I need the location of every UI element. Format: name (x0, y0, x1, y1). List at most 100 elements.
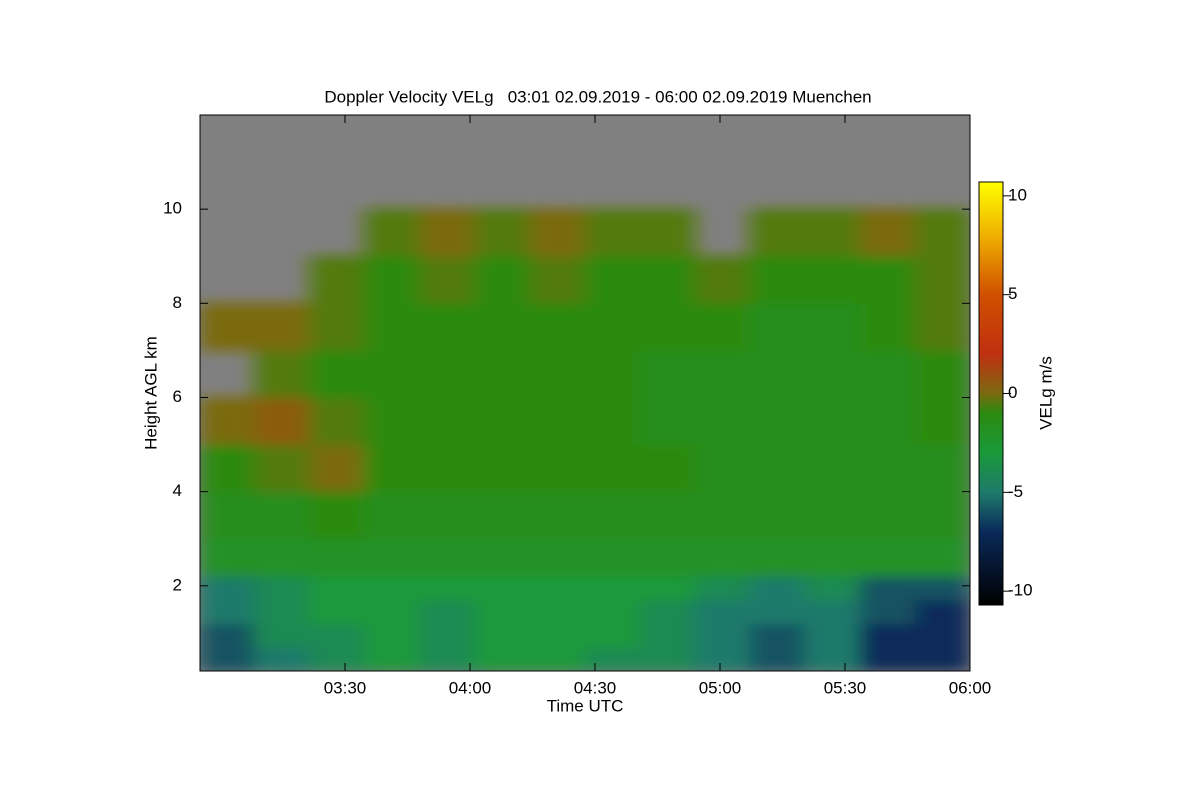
heatmap-cell (584, 646, 641, 671)
heatmap-cell (309, 444, 366, 493)
y-tick-label: 4 (173, 481, 182, 500)
colorbar-tick-label: -10 (1008, 581, 1033, 600)
heatmap-cell (859, 599, 916, 624)
heatmap-cell (200, 646, 256, 671)
heatmap-cell (694, 302, 751, 351)
heatmap-cell (584, 575, 641, 601)
heatmap-cell (364, 538, 421, 577)
heatmap-cell (529, 622, 586, 648)
heatmap-cell (200, 575, 256, 601)
heatmap-cell (859, 396, 916, 446)
heatmap-cell (529, 302, 586, 351)
heatmap-cell (254, 349, 311, 398)
x-tick-label: 05:30 (824, 678, 867, 697)
heatmap-cell (639, 444, 696, 493)
heatmap-cell (364, 444, 421, 493)
heatmap-cell (804, 444, 861, 493)
heatmap-cell (419, 646, 476, 671)
heatmap-cell (254, 302, 311, 351)
heatmap-cell (529, 444, 586, 493)
heatmap-cell (914, 255, 970, 304)
heatmap-cell (529, 538, 586, 577)
heatmap-cell (364, 575, 421, 601)
heatmap-cell (584, 396, 641, 446)
heatmap-cell (419, 538, 476, 577)
heatmap-cell (584, 349, 641, 398)
heatmap-cell (749, 622, 806, 648)
x-tick-label: 04:00 (449, 678, 492, 697)
x-tick-label: 05:00 (699, 678, 742, 697)
heatmap-cell (914, 396, 970, 446)
heatmap-cell (749, 491, 806, 540)
heatmap-cell (200, 302, 256, 351)
heatmap-cell (364, 491, 421, 540)
heatmap-cell (749, 255, 806, 304)
heatmap-cell (254, 491, 311, 540)
heatmap-cell (474, 208, 531, 257)
heatmap-cell (859, 444, 916, 493)
y-tick-label: 2 (173, 575, 182, 594)
heatmap-cell (804, 491, 861, 540)
heatmap-cell (364, 255, 421, 304)
heatmap-cell (419, 349, 476, 398)
heatmap-cell (694, 599, 751, 624)
x-tick-label: 04:30 (574, 678, 617, 697)
heatmap-cell (639, 622, 696, 648)
heatmap-cell (529, 491, 586, 540)
heatmap-cell (639, 599, 696, 624)
heatmap-cell (529, 575, 586, 601)
colorbar-tick-label: 0 (1008, 383, 1017, 402)
heatmap-cell (584, 599, 641, 624)
y-tick-label: 6 (173, 387, 182, 406)
heatmap (200, 208, 970, 671)
heatmap-cell (419, 396, 476, 446)
heatmap-cell (529, 599, 586, 624)
heatmap-cell (309, 575, 366, 601)
heatmap-cell (474, 538, 531, 577)
heatmap-cell (529, 255, 586, 304)
heatmap-cell (914, 302, 970, 351)
heatmap-cell (749, 302, 806, 351)
heatmap-cell (694, 538, 751, 577)
heatmap-cell (529, 396, 586, 446)
heatmap-cell (859, 491, 916, 540)
heatmap-cell (419, 255, 476, 304)
heatmap-cell (584, 208, 641, 257)
heatmap-cell (694, 444, 751, 493)
heatmap-cell (419, 491, 476, 540)
heatmap-cell (694, 491, 751, 540)
heatmap-cell (749, 444, 806, 493)
heatmap-cell (859, 349, 916, 398)
heatmap-cell (804, 599, 861, 624)
heatmap-cell (584, 538, 641, 577)
heatmap-cell (639, 302, 696, 351)
heatmap-cell (859, 646, 916, 671)
heatmap-cell (804, 646, 861, 671)
heatmap-cell (254, 444, 311, 493)
heatmap-cell (419, 208, 476, 257)
heatmap-cell (914, 622, 970, 648)
heatmap-cell (804, 622, 861, 648)
heatmap-cell (749, 396, 806, 446)
heatmap-cell (804, 255, 861, 304)
heatmap-cell (914, 599, 970, 624)
heatmap-cell (694, 255, 751, 304)
heatmap-cell (419, 575, 476, 601)
heatmap-cell (364, 646, 421, 671)
heatmap-cell (474, 622, 531, 648)
heatmap-cell (419, 599, 476, 624)
heatmap-cell (804, 396, 861, 446)
heatmap-cell (200, 538, 256, 577)
heatmap-cell (639, 349, 696, 398)
chart-title: Doppler Velocity VELg 03:01 02.09.2019 -… (324, 87, 871, 106)
heatmap-cell (309, 599, 366, 624)
heatmap-cell (364, 599, 421, 624)
heatmap-cell (309, 491, 366, 540)
heatmap-cell (859, 255, 916, 304)
heatmap-cell (749, 599, 806, 624)
axes: 03:30 04:00 04:30 05:00 05:30 06:00 2 4 6 8 10 -10 -… (163, 115, 1033, 697)
heatmap-cell (364, 208, 421, 257)
heatmap-cell (529, 646, 586, 671)
heatmap-cell (804, 575, 861, 601)
